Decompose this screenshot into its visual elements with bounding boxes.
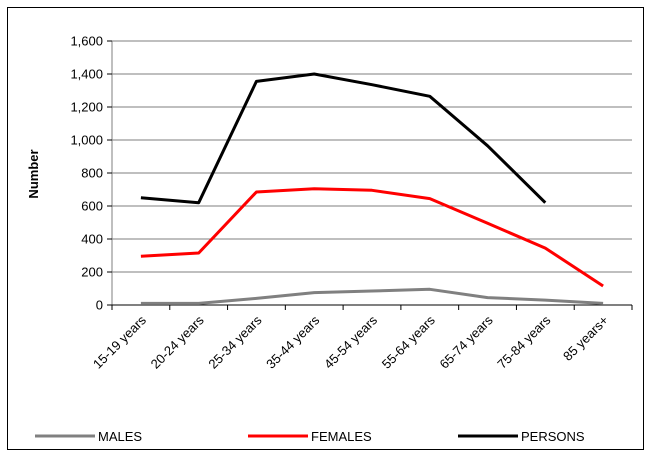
y-axis-ticks: 0 200 400 600 800 1,000 1,200 1,400 1,600 — [70, 34, 112, 313]
legend-label: FEMALES — [311, 429, 372, 444]
y-tick-label: 600 — [81, 199, 103, 214]
y-tick-label: 1,600 — [70, 34, 103, 49]
y-axis-label: Number — [26, 149, 41, 198]
y-tick-label: 400 — [81, 232, 103, 247]
y-tick-label: 800 — [81, 166, 103, 181]
x-tick-label: 25-34 years — [205, 312, 265, 372]
y-tick-label: 1,200 — [70, 100, 103, 115]
y-tick-label: 0 — [96, 298, 103, 313]
y-tick-label: 1,000 — [70, 133, 103, 148]
x-tick-label: 65-74 years — [437, 312, 497, 372]
series-lines — [140, 72, 604, 305]
x-tick-label: 20-24 years — [148, 312, 208, 372]
series-line-females — [140, 187, 604, 288]
legend-label: PERSONS — [521, 429, 585, 444]
legend-label: MALES — [98, 429, 142, 444]
gridlines — [112, 40, 632, 273]
x-tick-label: 75-84 years — [494, 312, 554, 372]
x-tick-label: 45-54 years — [321, 312, 381, 372]
y-tick-label: 200 — [81, 265, 103, 280]
legend: MALES FEMALES PERSONS — [35, 429, 585, 444]
y-tick-label: 1,400 — [70, 67, 103, 82]
series-line-persons — [140, 72, 547, 205]
series-line-males — [140, 287, 604, 305]
x-tick-label: 85 years+ — [560, 313, 611, 364]
chart-frame — [7, 7, 644, 450]
x-tick-label: 35-44 years — [263, 312, 323, 372]
x-tick-label: 15-19 years — [90, 312, 150, 372]
x-tick-label: 55-64 years — [379, 312, 439, 372]
